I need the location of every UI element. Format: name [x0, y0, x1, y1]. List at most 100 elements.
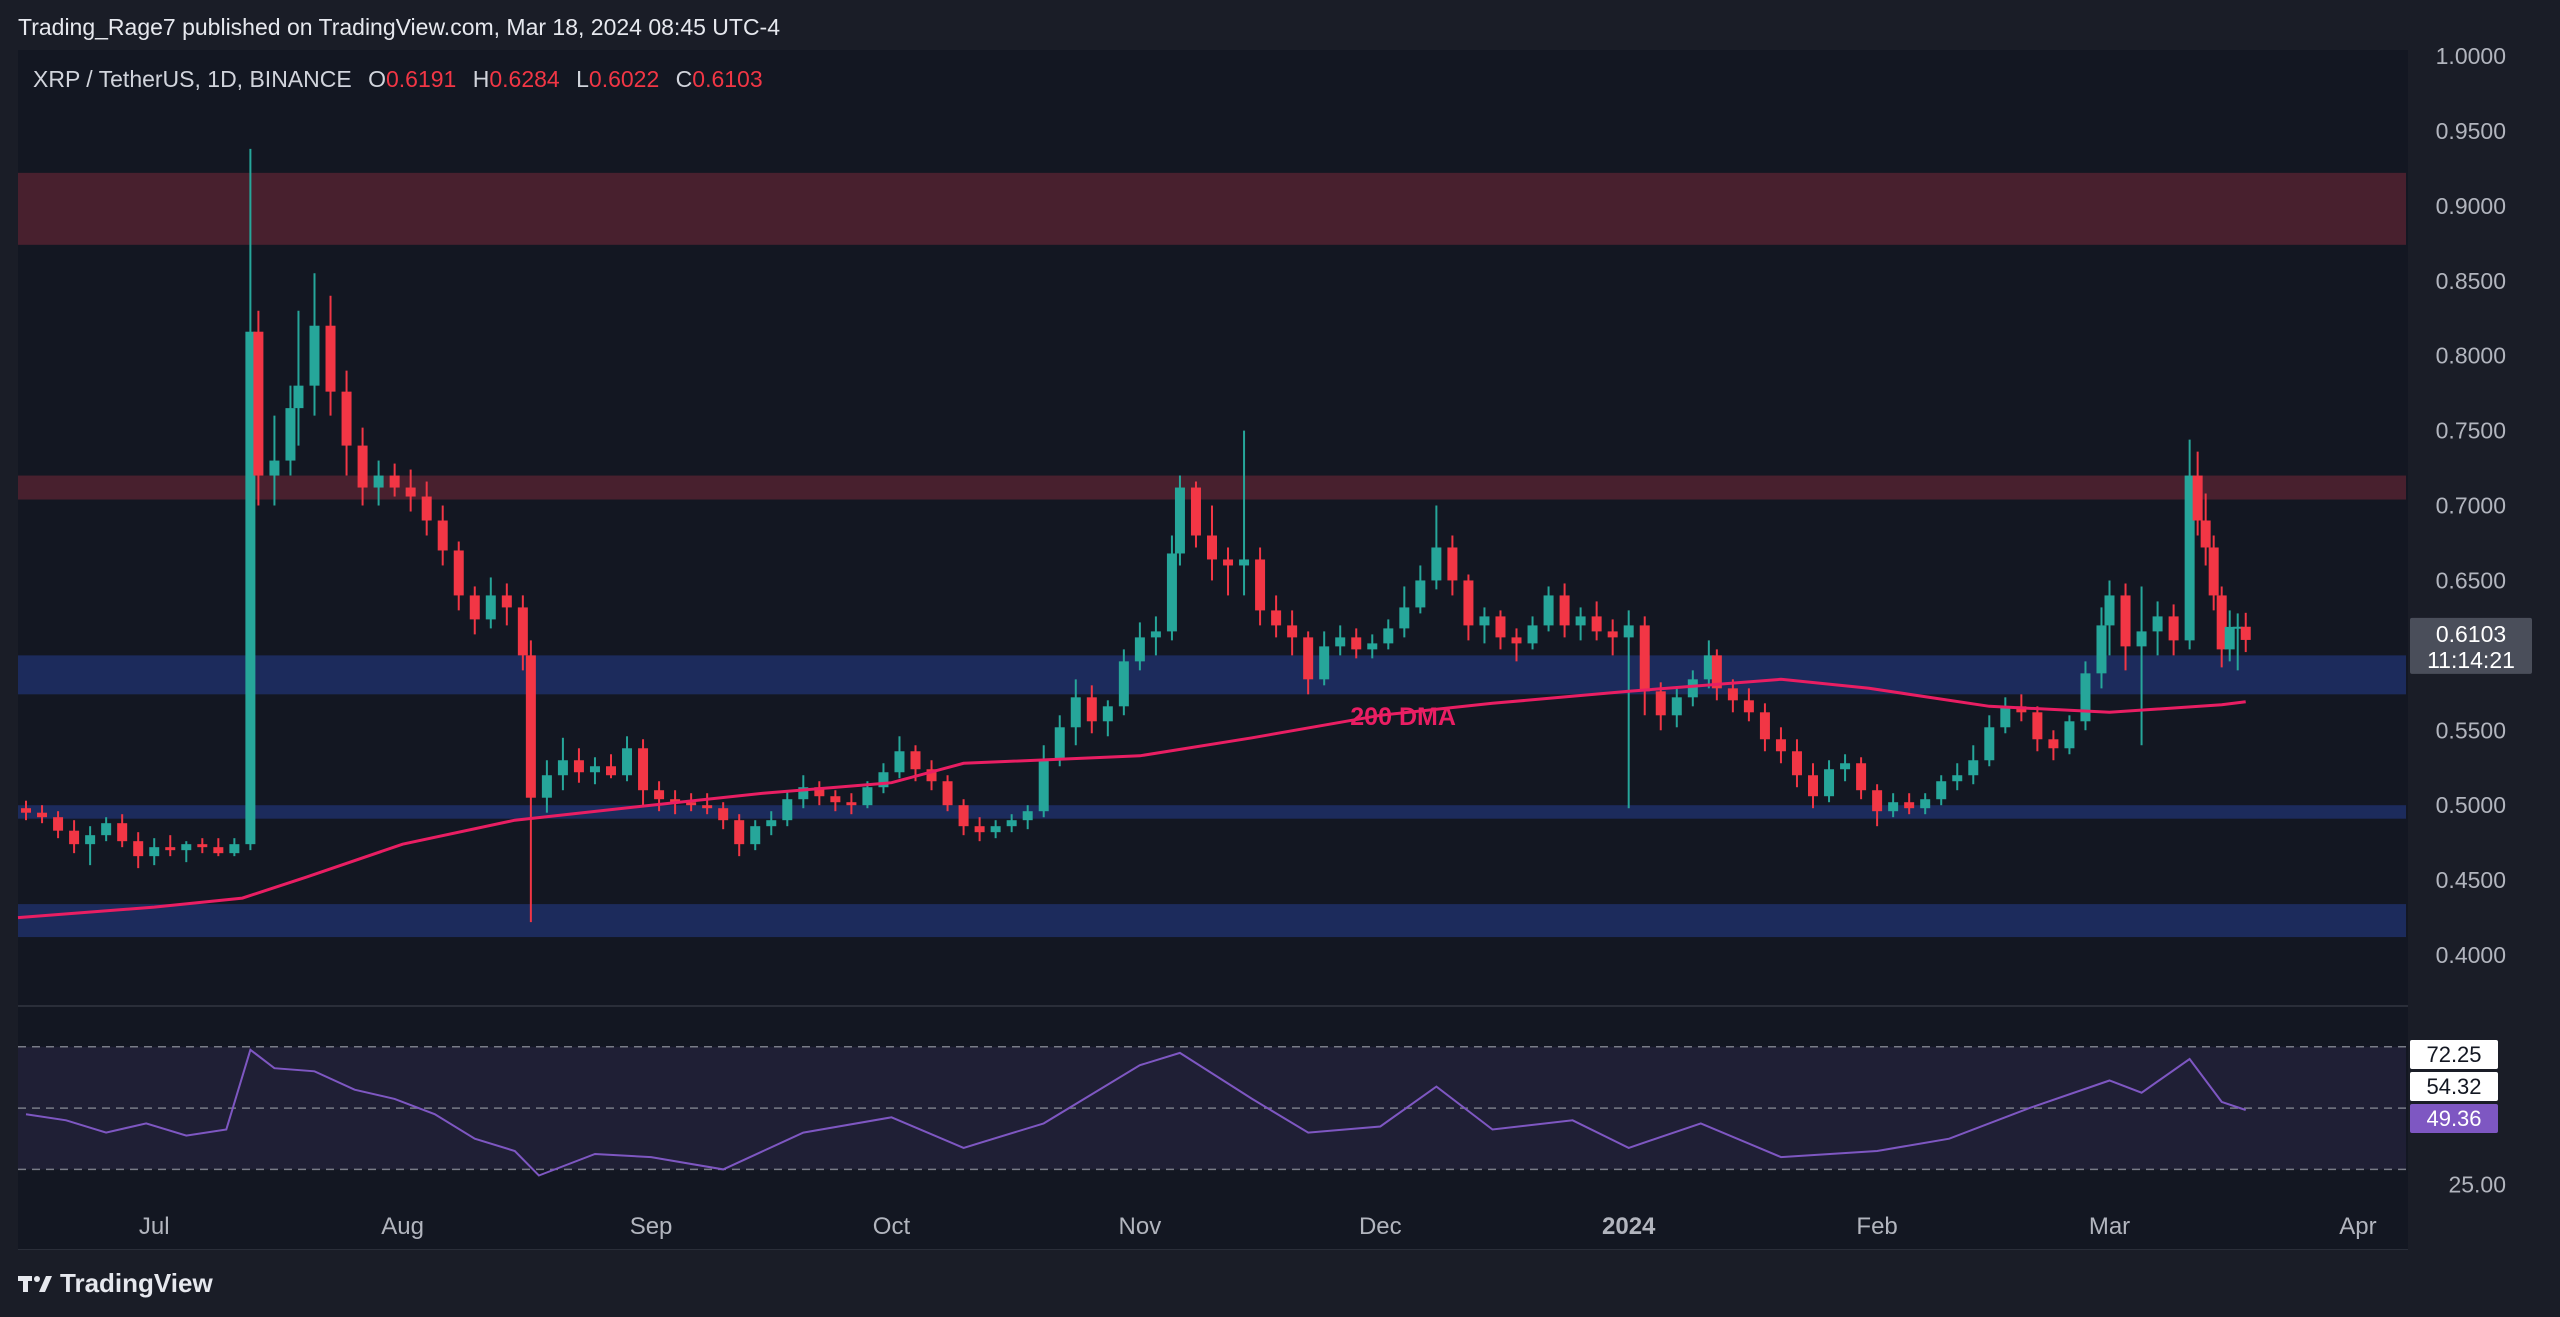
candle [942, 775, 953, 812]
candle-body [485, 595, 496, 620]
candle [1303, 631, 1314, 695]
candle-body [1872, 790, 1883, 812]
candle [389, 463, 400, 497]
candle [1639, 616, 1650, 716]
candle-body [1984, 727, 1995, 761]
candle [894, 736, 905, 779]
price-axis-tick: 0.4500 [2436, 867, 2506, 893]
candle [2216, 586, 2227, 668]
candle [469, 586, 480, 635]
time-axis-tick: Aug [381, 1213, 424, 1240]
candle [253, 310, 264, 506]
candle-body [2000, 706, 2011, 728]
candle [1727, 679, 1738, 713]
candle-body [750, 826, 761, 845]
candle [541, 760, 552, 813]
chart-frame [18, 50, 2408, 1250]
candle [1824, 760, 1835, 803]
candle-body [2064, 721, 2075, 749]
candle-body [1150, 631, 1161, 638]
price-axis-tick: 0.7000 [2436, 493, 2506, 519]
rsi-line [25, 1048, 2247, 1177]
candle-body [309, 325, 320, 386]
footer-bar [0, 1250, 2560, 1317]
tradingview-logo[interactable]: TradingView [18, 1268, 213, 1299]
candle [1495, 610, 1506, 650]
candle-body [878, 772, 889, 788]
candle [2104, 580, 2115, 656]
candle-body [245, 331, 256, 845]
candle [485, 577, 496, 629]
candle [2064, 715, 2075, 755]
candle [245, 148, 256, 851]
candle [1367, 634, 1378, 659]
candle-body [1070, 697, 1081, 728]
candle-body [1808, 775, 1819, 797]
candle [405, 469, 416, 512]
candle-body [1727, 688, 1738, 701]
dma-200-label: 200 DMA [1350, 703, 1456, 731]
legend-close-value: 0.6103 [692, 66, 763, 92]
candle [990, 820, 1001, 839]
candle [1872, 784, 1883, 827]
candle [101, 817, 112, 842]
candle-body [2232, 626, 2243, 629]
candle-body [990, 826, 1001, 833]
header-bar: Trading_Rage7 published on TradingView.c… [0, 0, 2560, 48]
candle [1447, 535, 1458, 596]
legend-symbol: XRP / TetherUS, 1D, BINANCE [33, 66, 352, 92]
candle-body [53, 817, 64, 831]
candle [1791, 739, 1802, 788]
tradingview-logo-text: TradingView [60, 1268, 213, 1298]
candle-body [2096, 625, 2107, 674]
candle [1888, 793, 1899, 818]
candle [517, 595, 528, 671]
candle-body [686, 802, 697, 806]
candle [605, 754, 616, 779]
candle [2240, 612, 2251, 653]
candle [1840, 754, 1851, 782]
price-axis-tick: 0.9000 [2436, 193, 2506, 219]
last-price-tag [2410, 617, 2532, 674]
candle-body [1383, 628, 1394, 644]
candle-body [21, 808, 32, 813]
candle [1936, 775, 1947, 806]
candle-body [1936, 781, 1947, 800]
candle-body [341, 391, 352, 446]
rsi-value-label: 54.32 [2426, 1074, 2481, 1099]
rsi-value-tag [2410, 1104, 2498, 1133]
candle [37, 805, 48, 824]
candle [1174, 475, 1185, 566]
candle [1415, 565, 1426, 614]
price-zone-support-2 [18, 655, 2406, 695]
candle [1904, 793, 1915, 815]
candle [734, 814, 745, 857]
candle-body [1207, 535, 1217, 560]
candle-body [1463, 580, 1474, 626]
candle-body [2200, 520, 2211, 548]
candle-body [798, 787, 809, 800]
candle-body [2224, 626, 2235, 650]
candle [1559, 583, 1570, 638]
candle [718, 802, 729, 830]
candle [229, 838, 240, 857]
candle-body [942, 781, 953, 806]
candle [1118, 649, 1129, 716]
candle-body [846, 802, 857, 806]
candle-body [557, 760, 568, 776]
candle [2120, 583, 2131, 671]
candles-layer [21, 148, 2251, 923]
candle [2232, 613, 2243, 671]
candle-body [133, 841, 144, 857]
candle [830, 790, 841, 812]
candle [1655, 682, 1666, 731]
candle-body [101, 823, 112, 836]
candle-body [573, 760, 584, 773]
candle [1543, 586, 1554, 632]
candle-body [525, 655, 536, 798]
candle-body [437, 520, 448, 551]
candle-body [149, 847, 160, 857]
candle-body [702, 805, 713, 809]
candle [1920, 793, 1931, 815]
